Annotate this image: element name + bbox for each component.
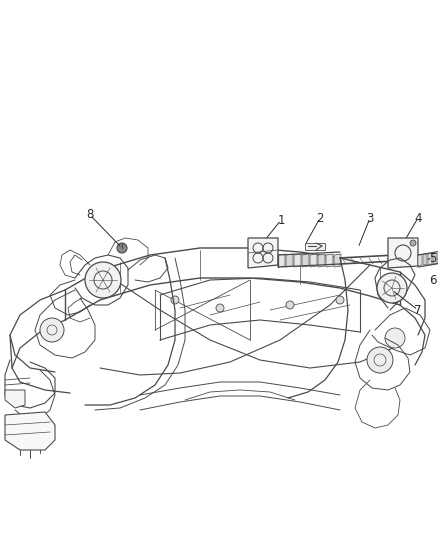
Polygon shape [428,254,432,264]
Polygon shape [433,253,437,264]
Text: 1: 1 [277,214,285,227]
Polygon shape [5,390,25,408]
Text: 3: 3 [366,212,374,224]
Text: 5: 5 [429,252,437,264]
Text: 8: 8 [86,208,94,222]
Polygon shape [278,254,285,267]
Polygon shape [5,412,55,450]
Polygon shape [423,254,427,265]
Text: 6: 6 [429,273,437,287]
Circle shape [385,328,405,348]
Polygon shape [310,254,317,267]
Circle shape [336,296,344,304]
Polygon shape [326,254,333,267]
Polygon shape [302,254,309,267]
Circle shape [171,296,179,304]
Polygon shape [318,254,325,267]
Polygon shape [334,254,341,267]
Polygon shape [305,243,325,250]
Circle shape [377,273,407,303]
Text: 2: 2 [316,212,324,224]
Polygon shape [286,254,293,267]
Polygon shape [294,254,301,267]
Circle shape [40,318,64,342]
Circle shape [410,240,416,246]
Circle shape [85,262,121,298]
Circle shape [367,347,393,373]
Polygon shape [388,238,418,268]
Text: 7: 7 [414,303,422,317]
Polygon shape [418,254,422,265]
Circle shape [216,304,224,312]
Polygon shape [248,238,278,268]
Circle shape [117,243,127,253]
Circle shape [286,301,294,309]
Text: 4: 4 [414,212,422,224]
